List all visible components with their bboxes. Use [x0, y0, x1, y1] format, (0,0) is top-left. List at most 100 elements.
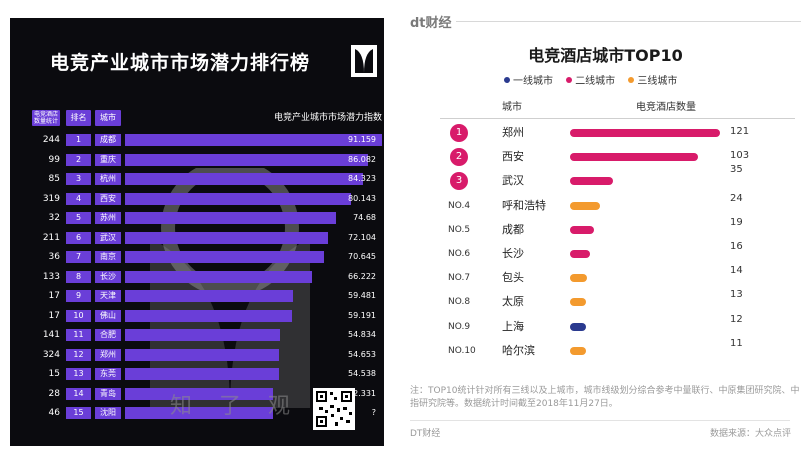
table-row: 244 1 成都 91.159: [10, 133, 384, 147]
count-value: 12: [730, 313, 743, 325]
rank-badge: 5: [66, 212, 91, 224]
table-row: 46 15 沈阳?: [10, 406, 384, 420]
city-label: 成都: [95, 134, 121, 146]
rank-label: NO.7: [448, 273, 471, 284]
hotel-count: 85: [48, 174, 60, 184]
index-bar: [125, 212, 336, 224]
index-value: 72.104: [348, 232, 376, 242]
count-bar: [570, 129, 720, 137]
list-item: 3 武汉 35: [400, 164, 811, 193]
list-item: NO.9 上海 12: [400, 313, 811, 339]
index-value: 54.653: [348, 349, 376, 359]
brand-logo: dt财经: [410, 16, 452, 31]
index-bar: [125, 329, 280, 341]
footer-brand: DT财经: [410, 429, 441, 439]
count-value: 121: [730, 126, 750, 137]
legend-item-tier3: 三线城市: [628, 76, 677, 87]
index-value: 59.191: [348, 310, 376, 320]
count-value: 14: [730, 265, 743, 277]
index-bar: [125, 368, 279, 380]
hotel-count: 211: [42, 232, 60, 243]
hotel-count: 141: [42, 330, 60, 340]
index-bar: [125, 231, 328, 244]
table-row: 319 4 西安 80.143: [10, 192, 384, 206]
rank-badge: 3: [66, 173, 91, 185]
legend: 一线城市 二线城市 三线城市: [504, 72, 687, 87]
rank-label: NO.10: [448, 345, 476, 356]
hotel-count: 17: [48, 310, 60, 321]
count-bar: [570, 225, 594, 234]
city-label: 上海: [502, 319, 524, 333]
list-item: NO.8 太原 13: [400, 289, 811, 314]
count-bar: [570, 298, 586, 307]
index-bar: [125, 387, 273, 400]
header-index: 电竞产业城市市场潜力指数: [273, 113, 382, 123]
city-label: 武汉: [502, 174, 524, 188]
city-label: 太原: [502, 295, 524, 309]
city-label: 哈尔滨: [502, 343, 535, 357]
table-row: 17 9 天津 59.481: [10, 289, 384, 303]
count-bar: [570, 346, 586, 355]
legend-dot-icon: [566, 77, 573, 83]
rank-label: NO.9: [448, 321, 471, 332]
hotel-count: 17: [48, 291, 60, 301]
index-value: 91.159: [348, 135, 376, 144]
rank-label: NO.4: [448, 200, 471, 211]
city-label: 长沙: [95, 270, 121, 283]
table-row: 211 6 武汉 72.104: [10, 231, 384, 245]
city-label: 东莞: [95, 368, 121, 380]
index-value: 84.323: [348, 174, 376, 183]
hotel-count: 324: [42, 349, 60, 360]
city-label: 郑州: [502, 126, 524, 139]
legend-dot-icon: [628, 77, 635, 83]
count-bar: [570, 322, 586, 331]
index-bar: [125, 173, 363, 185]
legend-label: 二线城市: [575, 76, 616, 87]
city-label: 南京: [95, 251, 121, 263]
rank-badge: 1: [450, 124, 468, 142]
count-value: 103: [730, 150, 750, 162]
list-item: NO.10 哈尔滨 11: [400, 338, 811, 363]
city-label: 合肥: [95, 329, 121, 341]
count-value: 24: [730, 192, 743, 204]
potential-ranking-panel: 电竞产业城市市场潜力排行榜 电竞酒店数量统计 排名 城市 电竞产业城市市场潜力指…: [10, 18, 384, 446]
count-value: 16: [730, 241, 743, 252]
hotel-count: 46: [48, 408, 60, 418]
hotel-count: 319: [42, 193, 60, 204]
rank-badge: 1: [66, 134, 91, 146]
hotel-count: 133: [42, 271, 60, 282]
hotel-count: 32: [48, 213, 60, 223]
rank-label: NO.6: [448, 249, 471, 259]
rank-badge: 15: [66, 407, 91, 419]
index-value: 54.538: [348, 369, 376, 378]
city-label: 青岛: [95, 387, 121, 400]
city-label: 成都: [502, 222, 524, 236]
index-bar: [125, 153, 368, 166]
count-bar: [570, 201, 600, 210]
header-count: 电竞酒店数量统计: [32, 110, 60, 126]
index-value: 54.834: [348, 330, 376, 339]
brand-divider: [456, 21, 801, 22]
city-label: 郑州: [95, 348, 121, 361]
table-row: 15 13 东莞 54.538: [10, 367, 384, 381]
watermark: 知 了 观 点: [170, 394, 349, 419]
city-label: 天津: [95, 290, 121, 302]
hotel-count: 244: [42, 135, 60, 145]
header-city: 城市: [95, 110, 121, 126]
index-bar: [125, 348, 279, 361]
logo-icon: [351, 45, 377, 77]
index-value: 80.143: [348, 193, 376, 203]
index-bar: [125, 251, 324, 263]
list-item: NO.6 长沙 16: [400, 241, 811, 266]
index-bar: [125, 192, 351, 205]
legend-label: 三线城市: [637, 76, 678, 87]
legend-item-tier1: 一线城市: [504, 76, 553, 87]
rank-badge: 2: [66, 153, 91, 166]
table-row: 36 7 南京 70.645: [10, 250, 384, 264]
right-chart-title: 电竞酒店城市TOP10: [528, 46, 683, 65]
count-bar: [570, 274, 587, 283]
footnote: 注：TOP10统计针对所有三线以及上城市，城市线级划分综合参考中量联行、中原集团…: [410, 386, 800, 409]
footer-divider: [410, 420, 790, 421]
rank-badge: 8: [66, 270, 91, 283]
city-label: 长沙: [502, 247, 524, 260]
